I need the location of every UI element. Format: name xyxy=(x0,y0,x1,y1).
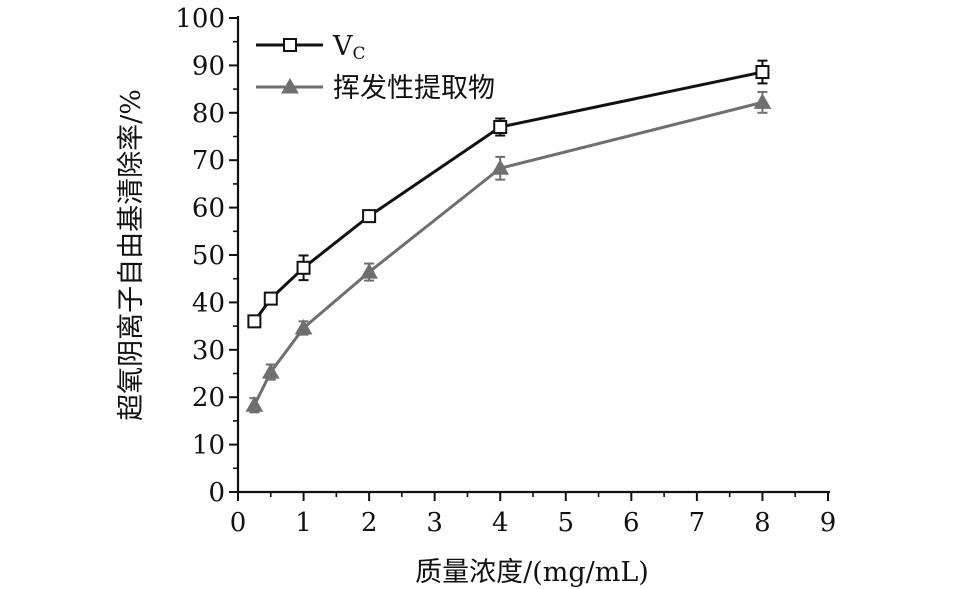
legend-label-subscript: C xyxy=(353,44,366,64)
axes xyxy=(236,16,830,494)
x-tick-label: 1 xyxy=(295,508,312,538)
y-tick-label: 80 xyxy=(192,99,225,129)
data-point xyxy=(360,263,378,279)
x-tick-label: 6 xyxy=(623,508,640,538)
y-tick-label: 40 xyxy=(192,288,225,318)
y-axis-ticks: 0 10 20 30 40 50 60 70 80 90 100 xyxy=(175,4,238,508)
y-tick-label: 100 xyxy=(175,4,225,34)
x-axis-label: 质量浓度/(mg/mL) xyxy=(415,557,649,588)
y-tick-label: 30 xyxy=(192,336,225,366)
legend-marker xyxy=(283,38,297,52)
plot-area xyxy=(245,59,772,414)
x-axis-ticks: 0 1 2 3 4 5 6 7 8 9 xyxy=(230,492,837,538)
data-point xyxy=(362,209,377,224)
x-tick-label: 9 xyxy=(820,508,837,538)
data-point xyxy=(491,159,510,175)
data-point xyxy=(245,396,264,412)
x-tick-label: 7 xyxy=(689,508,706,538)
data-point xyxy=(263,291,278,306)
y-tick-label: 50 xyxy=(192,241,225,271)
legend-label: 挥发性提取物 xyxy=(333,73,495,104)
series-1 xyxy=(247,59,770,329)
y-tick-label: 70 xyxy=(192,146,225,176)
data-point xyxy=(296,260,311,275)
data-point xyxy=(247,314,262,329)
legend-marker xyxy=(281,77,299,94)
data-point xyxy=(755,65,770,80)
data-point xyxy=(261,363,280,379)
x-tick-label: 0 xyxy=(230,508,247,538)
data-point xyxy=(294,318,313,335)
y-tick-label: 90 xyxy=(192,51,225,81)
legend-label: VC xyxy=(332,31,366,64)
y-tick-label: 10 xyxy=(192,431,225,461)
series-2 xyxy=(245,90,772,414)
y-tick-label: 60 xyxy=(192,194,225,224)
data-point xyxy=(493,120,508,135)
x-tick-label: 4 xyxy=(492,508,509,538)
series-line xyxy=(253,70,763,323)
data-point xyxy=(753,93,772,109)
y-tick-label: 0 xyxy=(208,478,225,508)
y-axis-label: 超氧阴离子自由基清除率/% xyxy=(116,89,147,421)
x-tick-label: 8 xyxy=(754,508,771,538)
x-tick-label: 3 xyxy=(426,508,443,538)
legend: VC 挥发性提取物 xyxy=(256,31,495,104)
x-tick-label: 2 xyxy=(361,508,378,538)
x-tick-label: 5 xyxy=(558,508,575,538)
y-tick-label: 20 xyxy=(192,383,225,413)
series-line xyxy=(253,100,763,406)
